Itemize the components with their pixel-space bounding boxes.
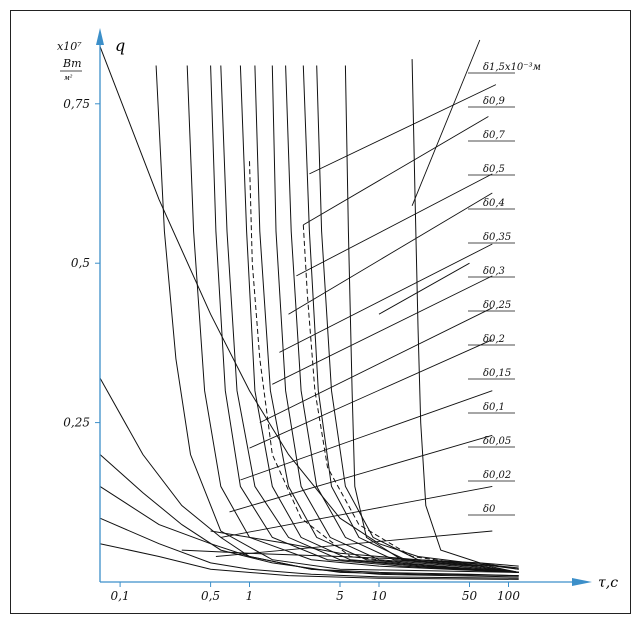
- x-tick-label-2: 1: [246, 589, 254, 603]
- leader-line-9: [249, 339, 493, 449]
- chart-frame: [10, 10, 631, 614]
- leader-line-11: [229, 434, 493, 513]
- curve-label-2: δ0,7: [483, 130, 506, 141]
- x-tick-label-5: 50: [462, 589, 478, 603]
- curve-label-13: δ0: [483, 504, 496, 515]
- series-line-20: [249, 161, 519, 573]
- curve-label-0: δ1,5х10⁻³м: [483, 62, 541, 73]
- leader-line-2: [309, 84, 497, 175]
- x-tick-label-1: 0,5: [201, 589, 220, 603]
- curve-label-11: δ0,05: [483, 436, 511, 447]
- series-line-16: [302, 65, 519, 573]
- series-line-0: [99, 46, 519, 570]
- series-line-18: [344, 65, 519, 573]
- y-tick-label-2: 0,75: [63, 97, 90, 111]
- y-axis-symbol: q: [115, 36, 125, 55]
- leader-line-3: [303, 116, 489, 226]
- axes-group: [96, 28, 592, 586]
- curve-label-6: δ0,3: [483, 266, 505, 277]
- leader-line-13: [215, 530, 493, 557]
- series-line-6: [181, 549, 519, 567]
- series-line-9: [186, 65, 519, 573]
- series-line-13: [254, 65, 519, 573]
- series-line-2: [99, 454, 519, 577]
- series-line-14: [271, 65, 519, 573]
- curve-labels-group: δ1,5х10⁻³м δ0,9 δ0,7 δ0,5 δ0,4 δ0,35 δ0,3 δ0,25…: [468, 62, 541, 516]
- x-axis-title: τ,с: [598, 575, 618, 591]
- y-axis-title: x10⁷ Вт м² q: [57, 36, 125, 82]
- leader-line-6: [279, 243, 493, 353]
- y-tick-label-1: 0,5: [71, 256, 90, 270]
- series-line-12: [239, 65, 519, 573]
- leader-line-4: [296, 173, 493, 277]
- curve-label-5: δ0,35: [483, 232, 511, 243]
- series-line-5: [99, 543, 519, 580]
- y-axis-arrow: [96, 28, 104, 45]
- series-line-11: [220, 65, 519, 573]
- curve-label-12: δ0,02: [483, 470, 511, 481]
- series-line-7: [210, 530, 519, 569]
- leader-line-12: [220, 485, 493, 538]
- leader-line-5: [288, 192, 493, 315]
- series-line-21: [302, 224, 519, 573]
- curve-label-7: δ0,25: [483, 300, 511, 311]
- series-line-10: [210, 65, 519, 573]
- x-tick-label-3: 5: [336, 589, 344, 603]
- y-tick-label-0: 0,25: [63, 416, 90, 430]
- y-axis-unit-numerator: Вт: [62, 57, 82, 70]
- series-line-17: [316, 65, 519, 573]
- curves-group: [99, 46, 519, 580]
- series-line-15: [285, 65, 519, 573]
- y-axis-unit-denominator: м²: [64, 74, 73, 82]
- curve-label-10: δ0,1: [483, 402, 505, 413]
- curve-label-9: δ0,15: [483, 368, 511, 379]
- leader-line-8: [259, 307, 493, 424]
- x-tick-label-4: 10: [371, 589, 387, 603]
- leader-line-10: [240, 390, 493, 481]
- ticks-group: 0,1 0,5 1 5 10 50 100 0,25 0,5 0,75: [63, 97, 520, 603]
- x-axis-arrow: [572, 578, 592, 586]
- series-line-8: [155, 65, 519, 573]
- curve-label-8: δ0,2: [483, 334, 505, 345]
- curve-label-3: δ0,5: [483, 164, 505, 175]
- y-axis-multiplier: x10⁷: [57, 40, 82, 53]
- series-line-3: [99, 485, 519, 578]
- series-line-19: [411, 59, 519, 570]
- series-line-4: [99, 517, 519, 579]
- x-tick-label-0: 0,1: [111, 589, 130, 603]
- curve-label-1: δ0,9: [483, 96, 506, 107]
- leader-line-1: [411, 39, 481, 206]
- x-tick-label-6: 100: [497, 589, 520, 603]
- leader-line-7: [272, 275, 493, 385]
- leaders-group: [215, 39, 497, 557]
- curve-label-4: δ0,4: [483, 198, 505, 209]
- leader-line-0: [378, 262, 470, 315]
